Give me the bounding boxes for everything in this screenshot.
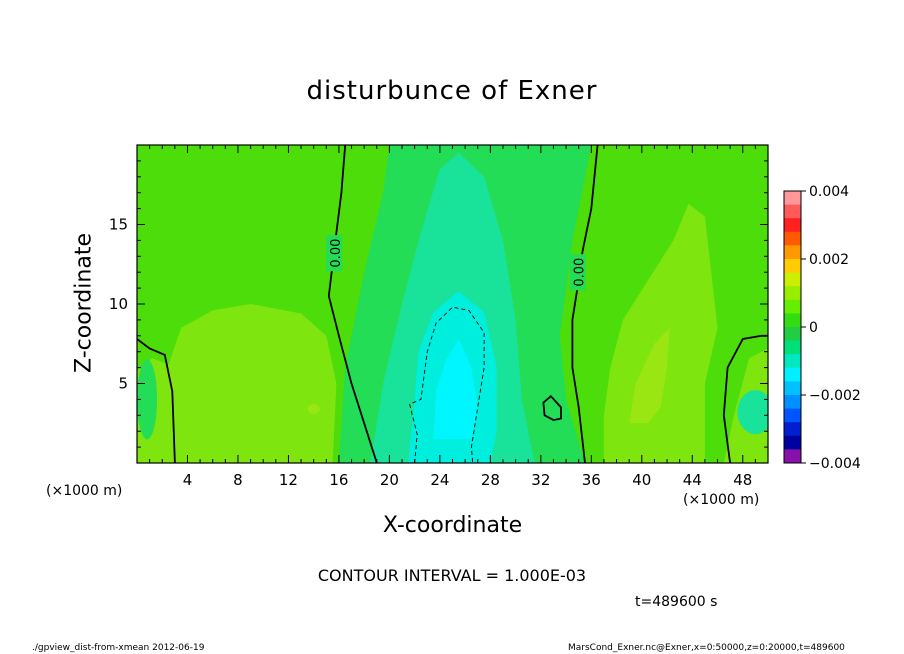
negative-contour bbox=[409, 306, 485, 464]
colorbar-swatch bbox=[784, 435, 801, 450]
negative-region-edge bbox=[737, 390, 768, 435]
zero-contour-2 bbox=[327, 144, 378, 464]
colorbar-tick-label: 0.002 bbox=[809, 252, 849, 268]
colorbar-swatch bbox=[784, 231, 801, 246]
positive-region-2 bbox=[603, 203, 718, 463]
colorbar-swatch bbox=[784, 218, 801, 233]
zero-contour-1 bbox=[136, 338, 176, 464]
time-label: t=489600 s bbox=[635, 594, 718, 610]
y-unit-label: (×1000 m) bbox=[683, 492, 760, 508]
colorbar-swatch bbox=[784, 367, 801, 382]
colorbar-swatch bbox=[784, 313, 801, 328]
colorbar: 0.004 0.002 0 −0.002 −0.004 bbox=[783, 184, 861, 472]
colorbar-tick-label: −0.002 bbox=[809, 388, 861, 404]
x-tick-label: 4 bbox=[183, 471, 193, 489]
contour-label-text: 0.00 bbox=[329, 239, 344, 268]
x-tick-label: 32 bbox=[531, 471, 550, 489]
colorbar-swatch bbox=[784, 272, 801, 287]
x-tick-label: 8 bbox=[233, 471, 243, 489]
colorbar-swatch bbox=[784, 299, 801, 314]
colorbar-tick-label: 0 bbox=[809, 320, 818, 336]
colorbar-swatch bbox=[784, 286, 801, 301]
colorbar-swatch bbox=[784, 449, 801, 464]
colorbar-tick-label: 0.004 bbox=[809, 184, 849, 200]
colorbar-swatch bbox=[784, 245, 801, 260]
y-tick-label: 5 bbox=[118, 375, 128, 393]
footer-script-name: ./gpview_dist-from-xmean 2012-06-19 bbox=[32, 643, 205, 653]
contour-label-1: 0.00 bbox=[326, 235, 344, 272]
x-axis-label: X-coordinate bbox=[382, 513, 523, 538]
x-tick-label: 24 bbox=[430, 471, 449, 489]
x-tick-label: 40 bbox=[632, 471, 651, 489]
colorbar-tick-label: −0.004 bbox=[809, 456, 861, 472]
y-tick-label: 10 bbox=[109, 295, 128, 313]
zero-contour-loop bbox=[542, 394, 562, 422]
contour-label-text: 0.00 bbox=[573, 258, 588, 287]
zero-contour-3 bbox=[571, 144, 599, 464]
x-tick-label: 16 bbox=[329, 471, 348, 489]
contour-label-bg bbox=[569, 254, 586, 291]
colorbar-swatch bbox=[784, 395, 801, 410]
colorbar-swatch bbox=[784, 422, 801, 437]
x-unit-label: (×1000 m) bbox=[46, 483, 123, 499]
colorbar-swatch bbox=[784, 340, 801, 355]
x-tick-label: 36 bbox=[582, 471, 601, 489]
x-tick-label: 28 bbox=[481, 471, 500, 489]
colorbar-swatch bbox=[784, 381, 801, 396]
contour-label-2: 0.00 bbox=[569, 254, 588, 291]
colorbar-swatch bbox=[784, 191, 801, 206]
contour-lines: 0.00 0.00 bbox=[136, 144, 768, 464]
negative-region-edge bbox=[137, 359, 158, 440]
plot-area bbox=[137, 145, 768, 463]
x-tick-label: 12 bbox=[279, 471, 298, 489]
x-tick-label: 44 bbox=[683, 471, 702, 489]
y-axis-label: Z-coordinate bbox=[71, 233, 97, 373]
contour-label-bg bbox=[326, 235, 343, 272]
positive-region-1 bbox=[137, 304, 337, 463]
colorbar-swatch bbox=[784, 259, 801, 274]
negative-region-4 bbox=[433, 339, 478, 440]
contour-interval-label: CONTOUR INTERVAL = 1.000E-03 bbox=[317, 566, 587, 585]
colorbar-swatch bbox=[784, 408, 801, 423]
y-tick-label: 15 bbox=[109, 216, 128, 234]
zero-contour-4 bbox=[722, 334, 768, 464]
colorbar-swatch bbox=[784, 204, 801, 219]
positive-spot bbox=[629, 327, 670, 424]
positive-spot bbox=[307, 403, 320, 414]
footer-data-source: MarsCond_Exner.nc@Exner,x=0:50000,z=0:20… bbox=[568, 643, 845, 653]
x-tick-label: 20 bbox=[380, 471, 399, 489]
chart-title: disturbunce of Exner bbox=[306, 76, 598, 106]
colorbar-swatch bbox=[784, 327, 801, 342]
x-tick-label: 48 bbox=[733, 471, 752, 489]
colorbar-swatch bbox=[784, 354, 801, 369]
